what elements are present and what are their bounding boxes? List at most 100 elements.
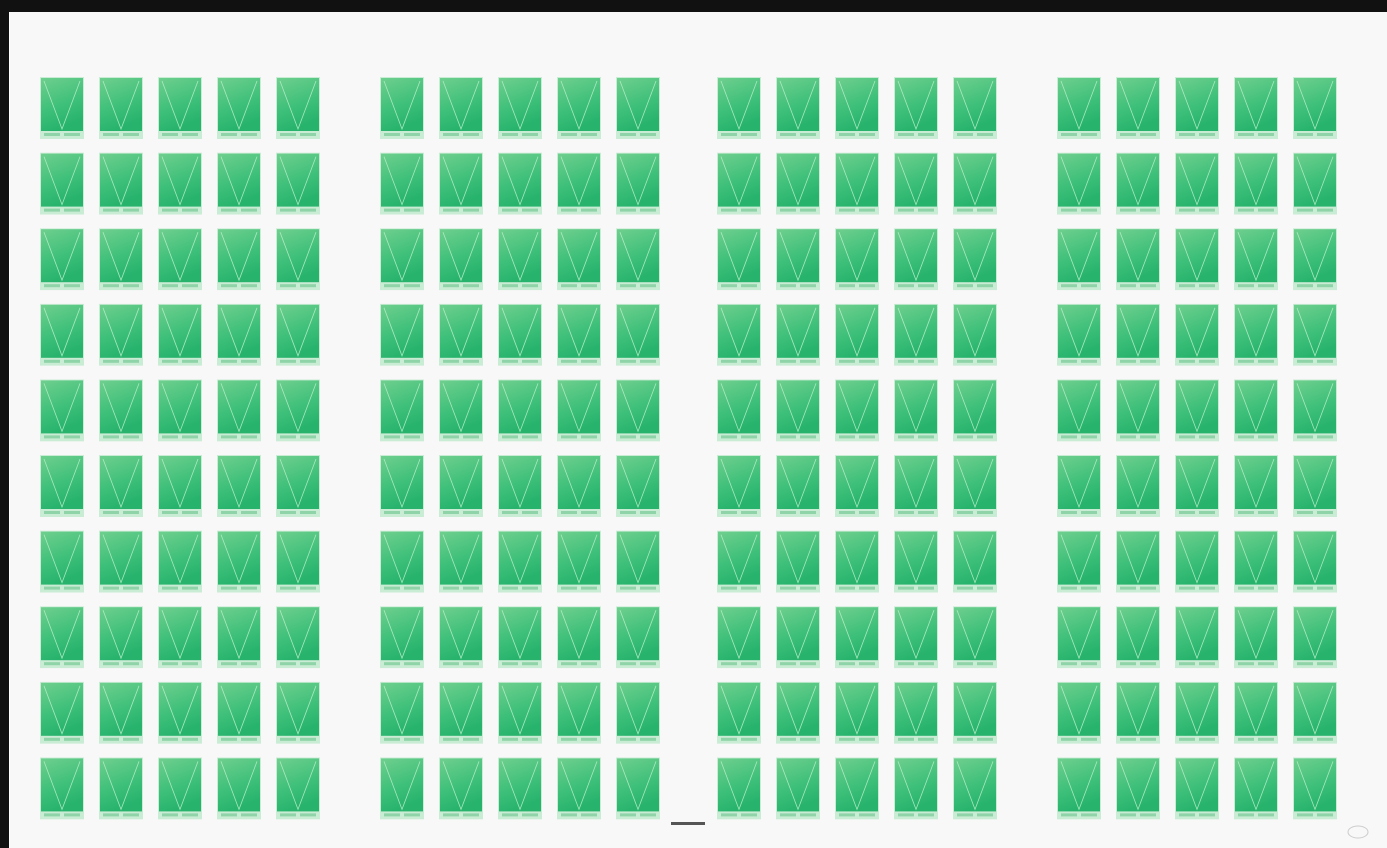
- stamp: [217, 682, 261, 744]
- stamp: [158, 455, 202, 517]
- stamp: [835, 228, 879, 290]
- stamp: [557, 531, 601, 593]
- stamp: [835, 379, 879, 441]
- stamp: [717, 228, 761, 290]
- stamp: [776, 531, 820, 593]
- stamp: [380, 304, 424, 366]
- stamp: [380, 606, 424, 668]
- stamp: [835, 531, 879, 593]
- stamp: [776, 455, 820, 517]
- stamp: [557, 228, 601, 290]
- stamp: [1116, 757, 1160, 819]
- stamp: [99, 757, 143, 819]
- stamp: [439, 757, 483, 819]
- stamp: [1234, 228, 1278, 290]
- stamp: [953, 682, 997, 744]
- stamp: [1057, 153, 1101, 215]
- stamp: [498, 77, 542, 139]
- stamp: [776, 757, 820, 819]
- stamp: [99, 304, 143, 366]
- stamp: [1234, 304, 1278, 366]
- stamp: [616, 682, 660, 744]
- stamp: [717, 153, 761, 215]
- stamp: [1057, 304, 1101, 366]
- stamp: [1234, 379, 1278, 441]
- stamp: [276, 304, 320, 366]
- stamp: [717, 757, 761, 819]
- stamp: [439, 682, 483, 744]
- stamp: [1293, 682, 1337, 744]
- stamp: [1116, 77, 1160, 139]
- stamp: [217, 531, 261, 593]
- stamp: [894, 228, 938, 290]
- stamp: [99, 153, 143, 215]
- stamp: [557, 606, 601, 668]
- stamp: [380, 153, 424, 215]
- stamp: [1293, 228, 1337, 290]
- stamp: [953, 228, 997, 290]
- stamp: [776, 228, 820, 290]
- stamp: [276, 606, 320, 668]
- stamp: [835, 757, 879, 819]
- stamp: [217, 77, 261, 139]
- stamp: [439, 455, 483, 517]
- stamp: [953, 304, 997, 366]
- top-edge: [0, 0, 1387, 12]
- stamp: [835, 304, 879, 366]
- stamp: [1116, 455, 1160, 517]
- stamp: [498, 153, 542, 215]
- stamp: [1293, 379, 1337, 441]
- stamp: [498, 531, 542, 593]
- stamp: [1175, 531, 1219, 593]
- stamp: [380, 531, 424, 593]
- page: (() => { const ns = 'http://www.w3.org/2…: [0, 0, 1387, 848]
- stamp: [1175, 153, 1219, 215]
- stamp: [616, 228, 660, 290]
- stamp: [894, 304, 938, 366]
- stamp: [1293, 455, 1337, 517]
- stamp: [99, 77, 143, 139]
- stamp: [776, 153, 820, 215]
- stamp: [276, 531, 320, 593]
- stamp: [557, 153, 601, 215]
- stamp: [835, 153, 879, 215]
- stamp: [1175, 77, 1219, 139]
- stamp: [1175, 682, 1219, 744]
- stamp: [557, 682, 601, 744]
- stamp: [217, 304, 261, 366]
- stamp: [1234, 77, 1278, 139]
- stamp: [158, 606, 202, 668]
- stamp: [158, 77, 202, 139]
- stamp: [217, 228, 261, 290]
- stamp: [99, 606, 143, 668]
- stamp: [276, 455, 320, 517]
- stamp: [380, 379, 424, 441]
- stamp: [380, 757, 424, 819]
- stamp: [498, 379, 542, 441]
- stamp: [1116, 153, 1160, 215]
- stamp: [894, 153, 938, 215]
- stamp: [1057, 606, 1101, 668]
- stamp: [276, 379, 320, 441]
- stamp: [557, 77, 601, 139]
- stamp: [776, 379, 820, 441]
- stamp: [717, 304, 761, 366]
- stamp: [616, 606, 660, 668]
- stamp: [99, 455, 143, 517]
- stamp: [276, 682, 320, 744]
- stamp: [380, 455, 424, 517]
- stamp: [158, 153, 202, 215]
- stamp: [557, 455, 601, 517]
- stamp: [835, 606, 879, 668]
- stamp: [894, 757, 938, 819]
- stamp: [99, 682, 143, 744]
- stamp: [40, 531, 84, 593]
- stamp: [40, 304, 84, 366]
- stamp: [99, 531, 143, 593]
- stamp: [557, 379, 601, 441]
- stamp: [776, 304, 820, 366]
- stamp: [40, 682, 84, 744]
- stamp: [1175, 606, 1219, 668]
- stamp: [616, 531, 660, 593]
- stamp: [276, 757, 320, 819]
